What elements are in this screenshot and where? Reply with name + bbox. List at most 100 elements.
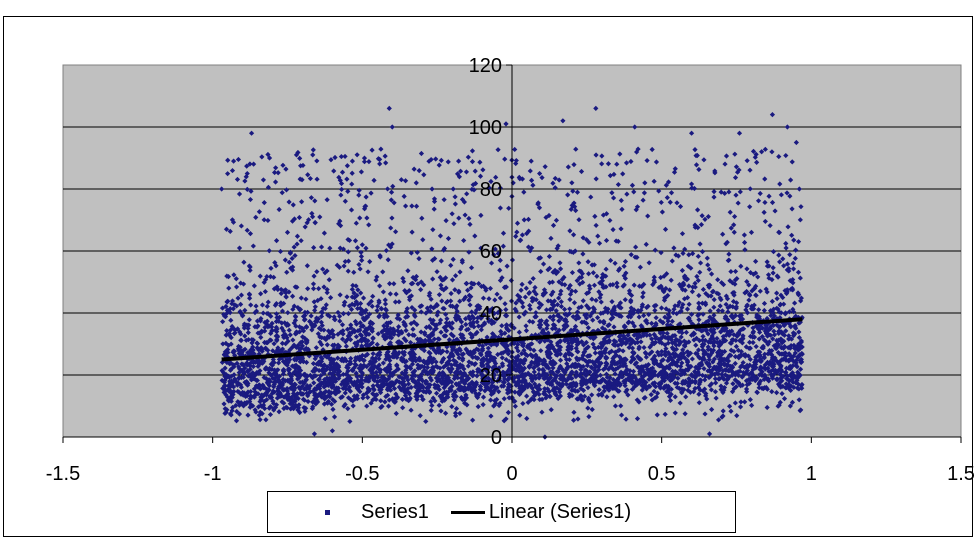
data-point — [777, 181, 783, 187]
data-point — [297, 329, 303, 335]
data-point — [477, 386, 484, 393]
data-point — [524, 344, 531, 350]
data-point — [700, 354, 706, 361]
data-point — [521, 365, 528, 371]
data-point — [254, 369, 260, 376]
data-point — [764, 315, 770, 322]
data-point — [475, 315, 481, 321]
data-point — [721, 361, 728, 367]
data-point — [253, 214, 259, 220]
data-point — [709, 333, 715, 339]
data-point — [740, 369, 747, 376]
data-point — [781, 396, 788, 402]
data-point — [713, 395, 719, 401]
data-point — [342, 390, 348, 396]
data-point — [750, 366, 756, 372]
data-point — [597, 280, 603, 286]
data-point — [405, 313, 411, 320]
data-point — [250, 344, 256, 350]
data-point — [656, 352, 662, 358]
data-point — [795, 239, 802, 245]
data-point — [586, 305, 592, 311]
data-point — [764, 325, 770, 331]
data-point — [521, 217, 527, 223]
data-point — [609, 364, 615, 371]
data-point — [454, 303, 460, 309]
data-point — [438, 258, 444, 264]
data-point — [691, 331, 697, 337]
data-point — [537, 255, 544, 261]
data-point — [328, 157, 334, 163]
data-point — [781, 351, 787, 357]
data-point — [430, 345, 436, 351]
data-point — [295, 355, 301, 361]
data-point — [415, 281, 421, 287]
data-point — [744, 382, 750, 388]
data-point — [491, 252, 497, 258]
data-point — [541, 375, 547, 382]
data-point — [223, 311, 230, 317]
data-point — [271, 384, 277, 390]
data-point — [566, 340, 572, 346]
data-point — [340, 331, 346, 337]
data-point — [286, 259, 292, 265]
data-point — [526, 289, 533, 296]
data-point — [253, 303, 259, 309]
data-point — [647, 344, 653, 350]
data-point — [636, 314, 642, 320]
data-point — [475, 404, 481, 410]
data-point — [630, 368, 637, 375]
data-point — [331, 357, 337, 363]
data-point — [574, 313, 580, 319]
data-point — [528, 158, 534, 164]
data-point — [499, 383, 505, 389]
data-point — [599, 161, 605, 167]
data-point — [514, 367, 520, 373]
data-point — [601, 336, 607, 342]
data-point — [666, 314, 673, 320]
data-point — [650, 282, 656, 288]
data-point — [647, 383, 653, 390]
data-point — [527, 346, 533, 352]
data-point — [484, 306, 491, 312]
data-point — [314, 158, 320, 164]
data-point — [696, 317, 702, 323]
data-point — [789, 285, 795, 291]
data-point — [427, 325, 434, 331]
data-point — [310, 404, 316, 410]
data-point — [350, 282, 356, 289]
data-point — [648, 375, 654, 381]
data-point — [763, 330, 769, 336]
data-point — [554, 330, 560, 336]
data-point — [257, 409, 263, 415]
data-point — [714, 364, 720, 370]
data-point — [613, 339, 619, 345]
data-point — [538, 268, 544, 275]
data-point — [730, 298, 737, 305]
data-point — [547, 393, 553, 399]
data-point — [355, 378, 361, 385]
data-point — [305, 286, 311, 292]
data-point — [270, 348, 276, 354]
data-point — [695, 225, 701, 231]
data-point — [251, 394, 257, 400]
data-point — [303, 405, 309, 411]
data-point — [669, 377, 675, 383]
data-point — [409, 375, 416, 382]
data-point — [227, 360, 233, 366]
data-point — [312, 322, 318, 328]
data-point — [792, 300, 798, 306]
data-point — [329, 366, 335, 372]
data-point — [563, 378, 569, 384]
data-point — [663, 370, 669, 376]
data-point — [430, 227, 436, 233]
data-point — [614, 382, 620, 388]
data-point — [520, 400, 526, 407]
data-point — [586, 414, 592, 420]
data-point — [230, 349, 236, 355]
data-point — [561, 306, 568, 312]
data-point — [549, 382, 555, 388]
data-point — [517, 360, 524, 366]
data-point — [460, 377, 466, 383]
data-point — [587, 358, 593, 364]
